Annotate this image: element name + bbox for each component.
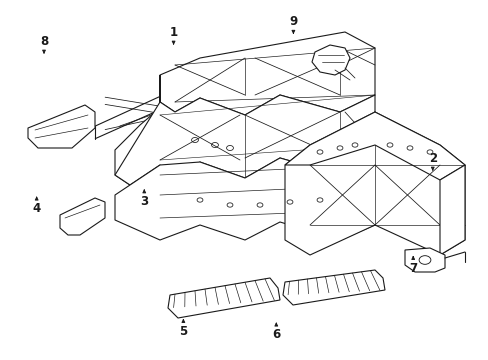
Polygon shape: [168, 278, 280, 318]
Text: 5: 5: [179, 325, 187, 338]
Text: 1: 1: [169, 26, 177, 39]
Polygon shape: [283, 270, 384, 305]
Text: 2: 2: [428, 152, 436, 165]
Polygon shape: [160, 32, 374, 115]
Polygon shape: [115, 75, 160, 185]
Polygon shape: [28, 105, 95, 148]
Text: 8: 8: [40, 35, 48, 48]
Text: 7: 7: [408, 262, 416, 275]
Text: 3: 3: [140, 195, 148, 208]
Polygon shape: [115, 95, 374, 185]
Text: 6: 6: [272, 328, 280, 341]
Polygon shape: [60, 198, 105, 235]
Text: 9: 9: [289, 15, 297, 28]
Polygon shape: [404, 248, 444, 272]
Polygon shape: [285, 112, 464, 255]
Text: 4: 4: [33, 202, 41, 215]
Polygon shape: [439, 165, 464, 255]
Polygon shape: [311, 45, 349, 75]
Polygon shape: [285, 112, 464, 180]
Polygon shape: [115, 158, 374, 240]
